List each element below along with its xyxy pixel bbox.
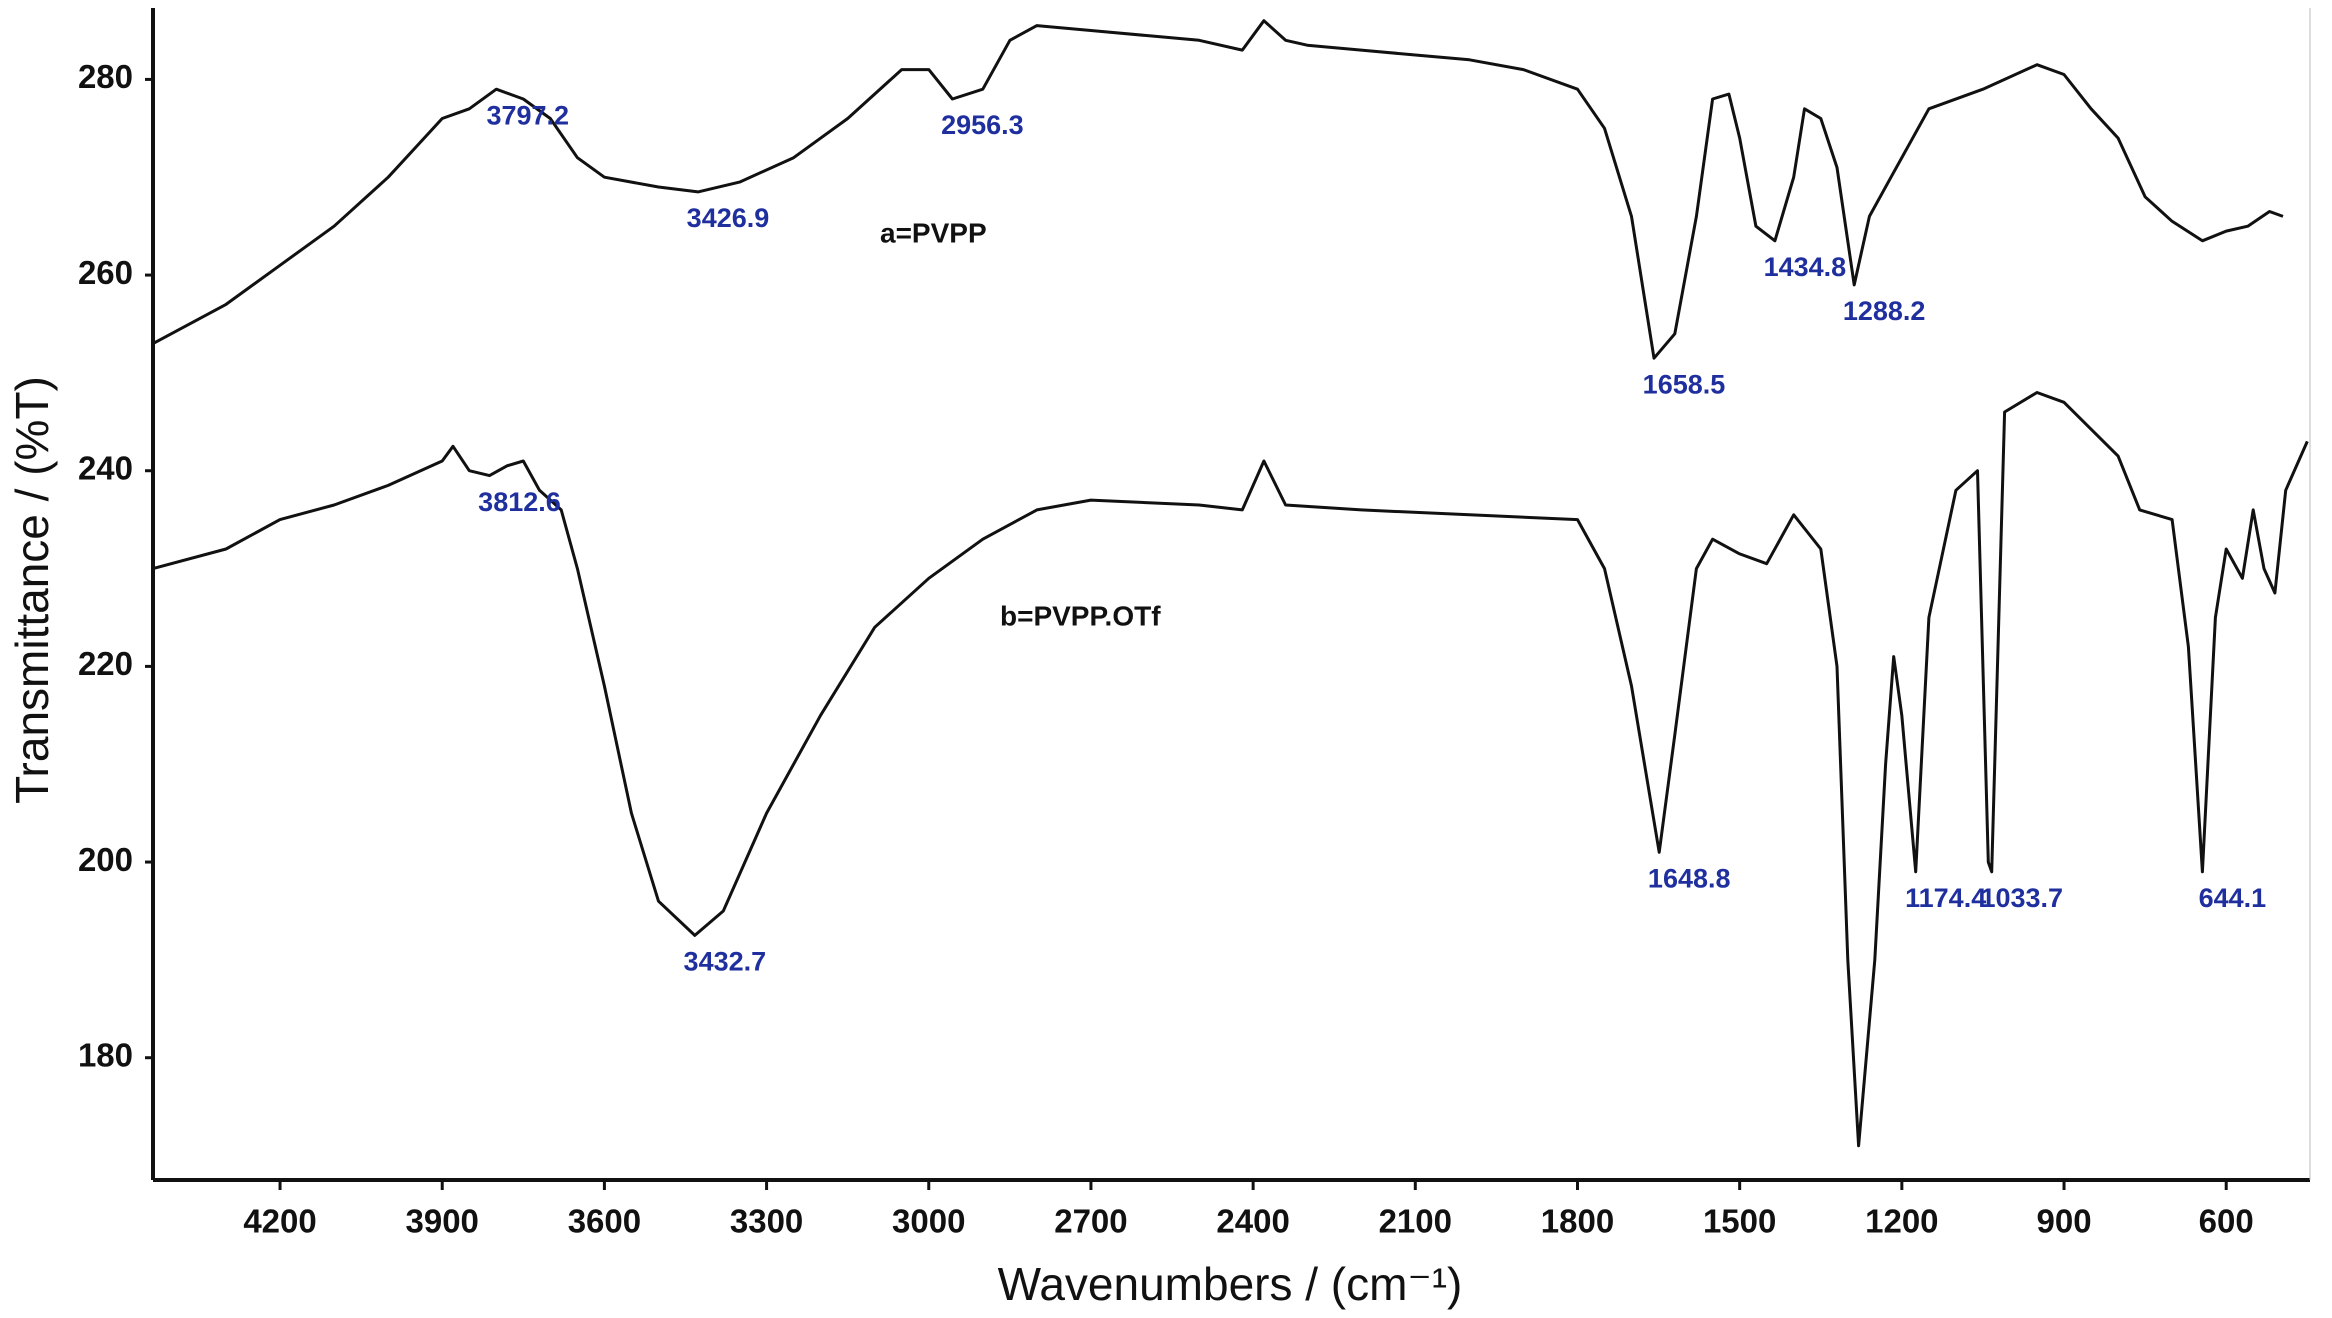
x-tick-label: 2400 bbox=[1216, 1203, 1289, 1240]
series-label: a=PVPP bbox=[880, 217, 987, 248]
peak-label: 644.1 bbox=[2199, 883, 2267, 913]
x-tick-label: 900 bbox=[2036, 1203, 2091, 1240]
x-tick-label: 3300 bbox=[730, 1203, 803, 1240]
y-tick-label: 280 bbox=[78, 58, 133, 95]
x-tick-label: 2100 bbox=[1379, 1203, 1452, 1240]
peak-label: 3797.2 bbox=[486, 100, 569, 130]
series-label: b=PVPP.OTf bbox=[1000, 600, 1161, 631]
peak-label: 2956.3 bbox=[941, 110, 1024, 140]
x-tick-label: 2700 bbox=[1054, 1203, 1127, 1240]
x-tick-label: 3000 bbox=[892, 1203, 965, 1240]
y-tick-label: 200 bbox=[78, 841, 133, 878]
x-axis-label: Wavenumbers / (cm⁻¹) bbox=[998, 1258, 1463, 1310]
x-tick-label: 4200 bbox=[243, 1203, 316, 1240]
peak-label: 1033.7 bbox=[1980, 883, 2063, 913]
x-tick-label: 1200 bbox=[1865, 1203, 1938, 1240]
peak-label: 1648.8 bbox=[1648, 863, 1731, 893]
x-tick-label: 3600 bbox=[568, 1203, 641, 1240]
peak-label: 1658.5 bbox=[1643, 369, 1726, 399]
spectrum-line bbox=[152, 19, 2284, 360]
x-tick-label: 1500 bbox=[1703, 1203, 1776, 1240]
y-tick-label: 240 bbox=[78, 449, 133, 486]
peak-label: 3812.6 bbox=[478, 487, 561, 517]
peak-label: 3432.7 bbox=[684, 947, 767, 977]
peak-label: 1288.2 bbox=[1843, 296, 1926, 326]
x-tick-label: 1800 bbox=[1541, 1203, 1614, 1240]
y-tick-label: 260 bbox=[78, 254, 133, 291]
y-tick-label: 220 bbox=[78, 645, 133, 682]
peak-label: 1174.4 bbox=[1905, 883, 1986, 913]
y-tick-label: 180 bbox=[78, 1036, 133, 1073]
spectrum-line bbox=[152, 391, 2309, 1148]
peak-label: 3426.9 bbox=[687, 203, 770, 233]
peak-label: 1434.8 bbox=[1764, 252, 1847, 282]
x-tick-label: 3900 bbox=[406, 1203, 479, 1240]
x-tick-label: 600 bbox=[2199, 1203, 2254, 1240]
y-axis-label: Transmittance / (%T) bbox=[6, 376, 58, 804]
